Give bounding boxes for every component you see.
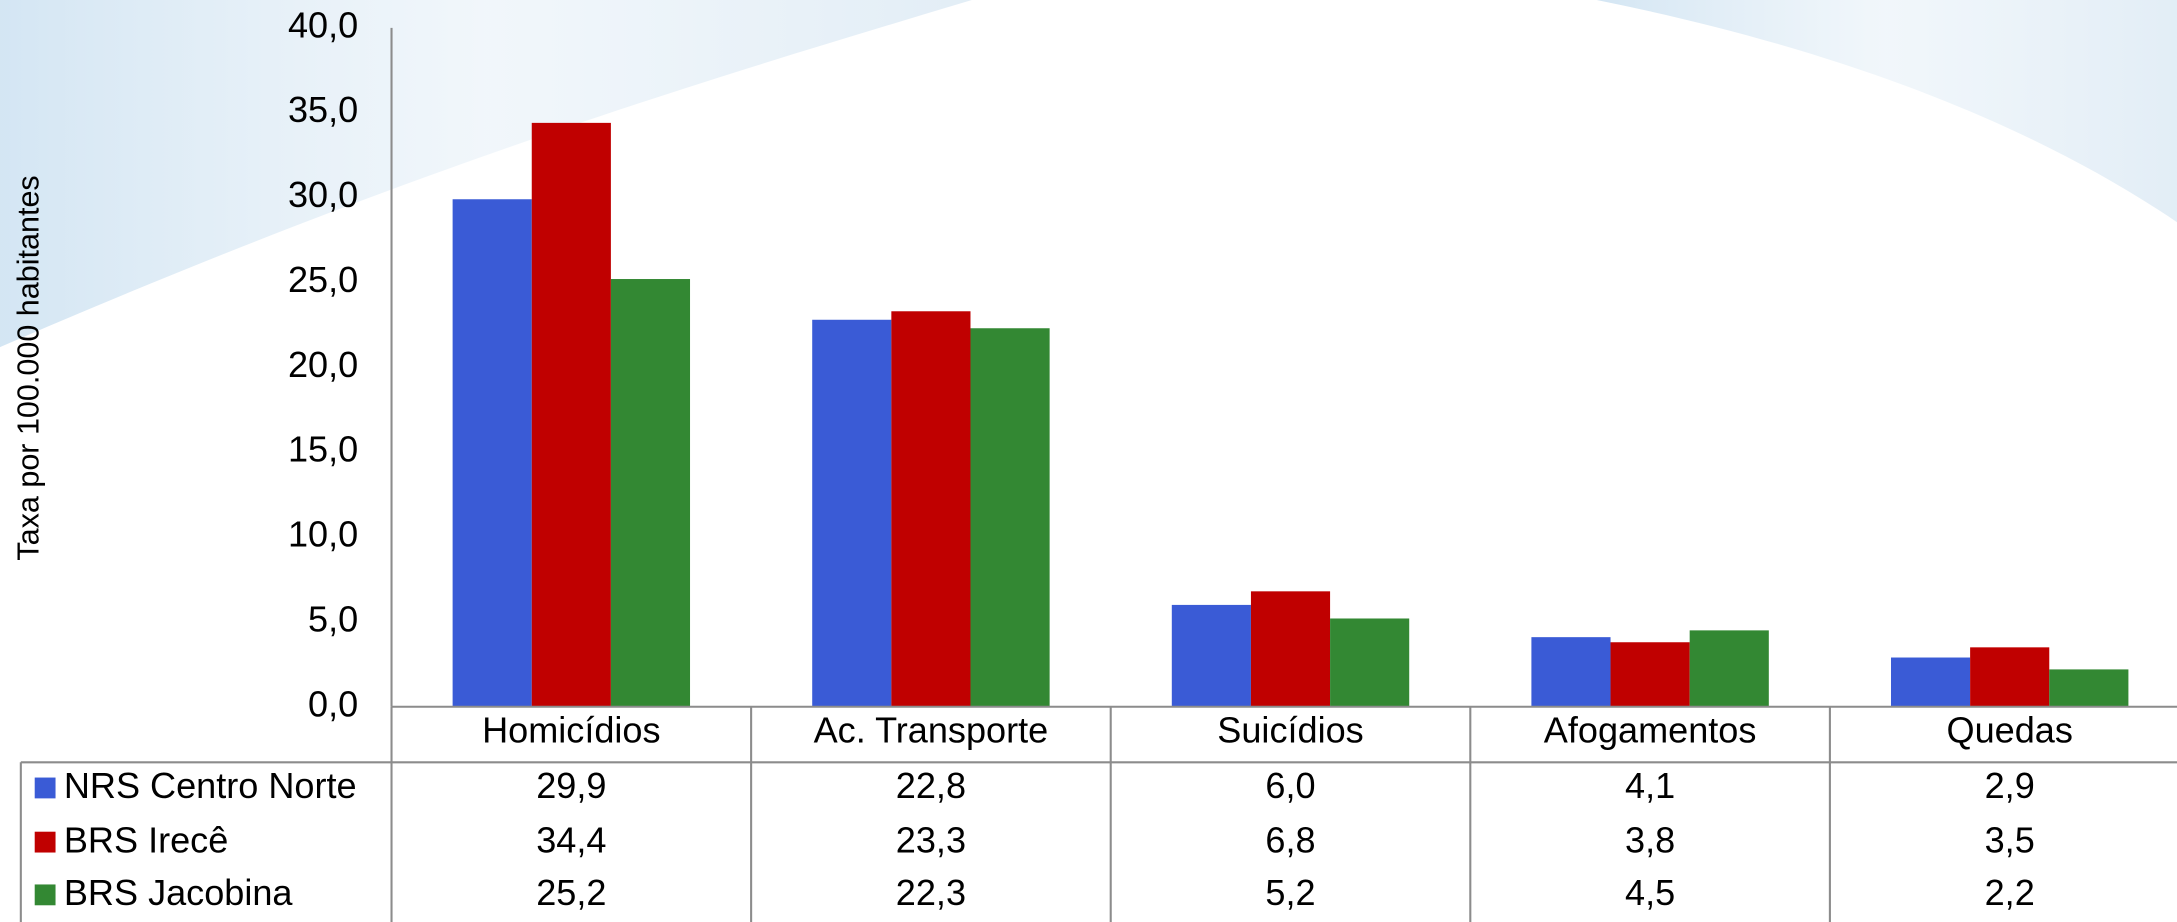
table-value: 6,8 — [1265, 819, 1315, 860]
table-value: 5,2 — [1265, 872, 1315, 913]
y-tick-label: 25,0 — [288, 259, 358, 300]
y-tick-label: 15,0 — [288, 429, 358, 470]
table-value: 3,5 — [1985, 819, 2035, 860]
y-tick-label: 0,0 — [308, 683, 358, 724]
bar — [812, 319, 892, 707]
background-swoosh — [1596, 0, 2177, 223]
bar — [1890, 657, 1971, 707]
legend-swatch — [34, 831, 56, 853]
table-value: 34,4 — [536, 819, 606, 860]
bar — [2049, 669, 2129, 707]
bar — [1250, 591, 1331, 707]
y-tick-label: 40,0 — [288, 4, 358, 45]
legend-label: BRS Irecê — [64, 819, 228, 860]
legend-swatch — [34, 777, 56, 799]
bar — [452, 199, 532, 707]
bar — [1610, 642, 1690, 707]
x-tick-label: Quedas — [1947, 710, 2073, 751]
x-tick-label: Homicídios — [482, 710, 660, 751]
bar — [610, 279, 691, 707]
table-value: 2,9 — [1985, 765, 2035, 806]
bar — [1171, 604, 1251, 707]
bar — [1531, 637, 1611, 707]
legend-swatch — [34, 884, 56, 906]
y-tick-label: 35,0 — [288, 89, 358, 130]
table-value: 23,3 — [896, 819, 966, 860]
legend-label: NRS Centro Norte — [64, 765, 357, 806]
bar — [1970, 647, 2050, 707]
bar — [1330, 618, 1410, 707]
table-value: 4,5 — [1625, 872, 1675, 913]
table-value: 4,1 — [1625, 765, 1675, 806]
bar — [531, 122, 611, 707]
y-tick-label: 30,0 — [288, 174, 358, 215]
table-value: 25,2 — [536, 872, 606, 913]
table-value: 2,2 — [1985, 872, 2035, 913]
bar — [970, 328, 1050, 707]
y-tick-label: 10,0 — [288, 514, 358, 555]
x-tick-label: Afogamentos — [1544, 710, 1757, 751]
table-value: 22,3 — [896, 872, 966, 913]
x-tick-label: Suicídios — [1217, 710, 1363, 751]
table-value: 3,8 — [1625, 819, 1675, 860]
x-tick-label: Ac. Transporte — [814, 710, 1049, 751]
table-value: 6,0 — [1265, 765, 1315, 806]
bar — [891, 311, 971, 707]
y-axis-label: Taxa por 100.000 habitantes — [12, 175, 46, 560]
bar — [1689, 630, 1769, 707]
legend-label: BRS Jacobina — [64, 872, 294, 913]
table-value: 22,8 — [896, 765, 966, 806]
background-swoosh — [0, 0, 972, 348]
table-value: 29,9 — [536, 765, 606, 806]
y-tick-label: 20,0 — [288, 344, 358, 385]
y-tick-label: 5,0 — [308, 598, 358, 639]
